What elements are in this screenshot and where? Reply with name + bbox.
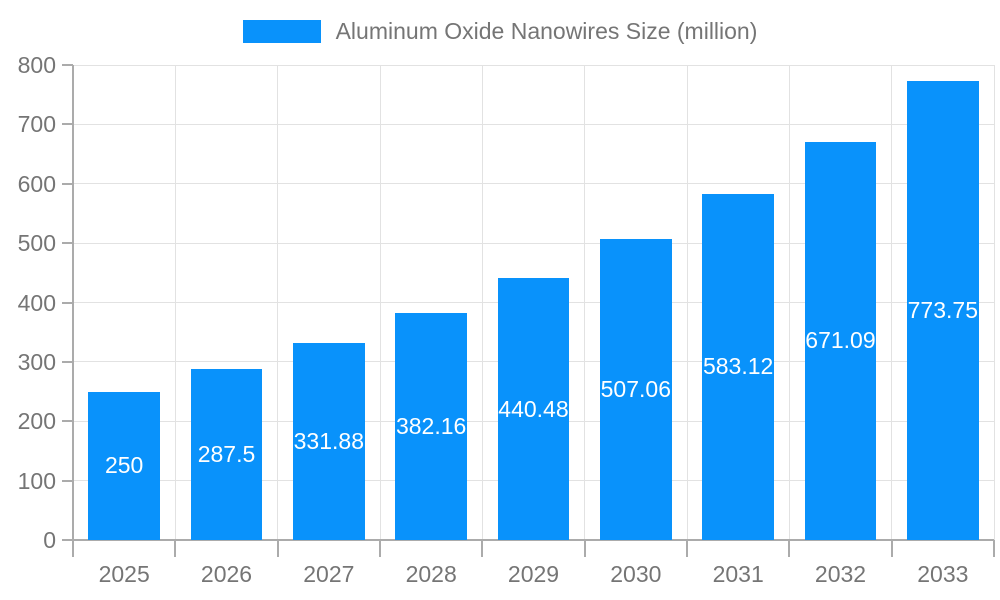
bar[interactable]	[395, 313, 467, 540]
x-axis-tick	[379, 540, 381, 557]
bar[interactable]	[190, 369, 263, 540]
gridline-horizontal	[73, 123, 994, 125]
gridline-vertical	[686, 65, 688, 540]
x-axis-tick	[788, 540, 791, 557]
gridline-vertical	[379, 65, 381, 540]
gridline-vertical	[993, 65, 995, 540]
y-axis-tick	[62, 539, 73, 541]
y-axis-line	[72, 65, 74, 540]
gridline-vertical	[277, 65, 279, 540]
x-axis-tick-label: 2031	[712, 561, 764, 587]
y-axis-tick	[62, 242, 73, 245]
x-axis-tick-label: 2026	[200, 561, 253, 587]
y-axis-tick-label: 300	[17, 348, 56, 375]
legend[interactable]: Aluminum Oxide Nanowires Size (million)	[0, 18, 1000, 44]
legend-label: Aluminum Oxide Nanowires Size (million)	[335, 18, 758, 44]
y-axis-tick	[62, 360, 73, 363]
y-axis-tick-label: 500	[17, 230, 56, 257]
legend-swatch	[242, 20, 321, 43]
x-axis-tick-label: 2027	[303, 561, 355, 587]
x-axis-tick-label: 2030	[610, 561, 662, 587]
bar[interactable]	[497, 278, 570, 540]
y-axis-tick-label: 700	[17, 111, 56, 138]
bar[interactable]	[88, 391, 160, 540]
bar[interactable]	[702, 193, 774, 540]
y-axis-tick	[62, 420, 73, 423]
y-axis-tick-label: 0	[43, 527, 56, 553]
x-axis-tick-label: 2028	[405, 561, 457, 587]
x-axis-tick	[72, 540, 74, 557]
x-axis-tick	[583, 540, 586, 557]
gridline-vertical	[891, 65, 893, 540]
x-axis-tick	[993, 540, 995, 557]
x-axis-tick	[890, 540, 893, 557]
bar[interactable]	[907, 80, 979, 540]
gridline-vertical	[788, 65, 790, 540]
x-axis-tick-label: 2025	[98, 561, 150, 587]
x-axis-tick	[276, 540, 279, 557]
x-axis-tick	[481, 540, 484, 557]
gridline-vertical	[481, 65, 483, 540]
gridline-vertical	[584, 65, 586, 540]
gridline-horizontal	[73, 64, 994, 66]
y-axis-tick-label: 800	[17, 52, 56, 78]
x-axis-tick-label: 2033	[917, 561, 969, 587]
bar[interactable]	[293, 342, 365, 540]
y-axis-tick	[62, 301, 73, 304]
gridline-horizontal	[73, 242, 994, 244]
x-axis-tick	[686, 540, 688, 557]
x-axis-tick	[174, 540, 177, 557]
y-axis-tick-label: 400	[17, 289, 56, 316]
y-axis-tick-label: 100	[17, 467, 56, 494]
y-axis-tick	[62, 64, 73, 66]
y-axis-tick	[62, 123, 73, 126]
y-axis-tick-label: 600	[17, 170, 56, 197]
x-axis-tick-label: 2029	[507, 561, 560, 587]
y-axis-tick	[62, 479, 73, 482]
y-axis-tick	[62, 182, 73, 185]
x-axis-tick-label: 2032	[814, 561, 867, 587]
x-axis-line	[73, 539, 994, 541]
bar[interactable]	[804, 141, 877, 540]
y-axis-tick-label: 200	[17, 408, 56, 435]
gridline-vertical	[174, 65, 176, 540]
bar[interactable]	[600, 238, 672, 540]
gridline-horizontal	[73, 183, 994, 185]
